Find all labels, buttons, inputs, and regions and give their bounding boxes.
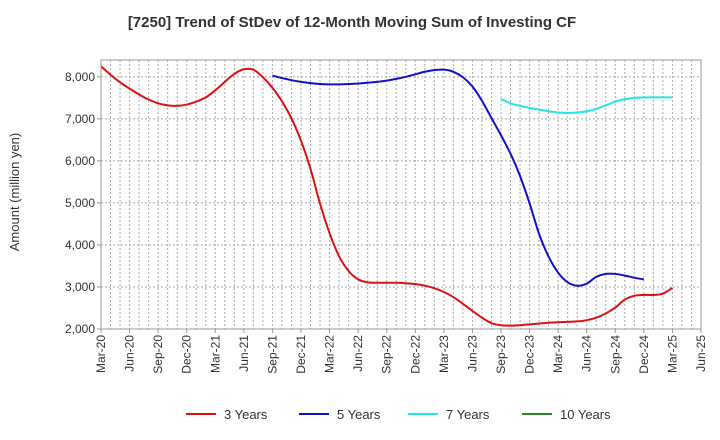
legend-label-4: 10 Years	[560, 407, 611, 422]
y-ticks: 2,000 3,000 4,000 5,000 6,000 7,000 8,000	[65, 70, 101, 336]
x-tick-label: Jun-23	[465, 335, 479, 372]
x-tick-label: Sep-21	[265, 335, 279, 374]
x-tick-label: Sep-20	[151, 335, 165, 374]
chart-title: [7250] Trend of StDev of 12-Month Moving…	[128, 14, 576, 31]
x-tick-label: Jun-22	[351, 335, 365, 372]
x-tick-label: Dec-22	[408, 335, 422, 374]
x-tick-label: Dec-24	[637, 335, 651, 374]
y-tick-label: 4,000	[65, 238, 95, 252]
y-tick-label: 6,000	[65, 154, 95, 168]
x-tick-label: Jun-20	[123, 335, 137, 372]
series-layer	[100, 65, 673, 327]
y-axis-label: Amount (million yen)	[7, 133, 22, 252]
x-tick-label: Mar-22	[323, 335, 337, 373]
x-tick-label: Mar-24	[551, 335, 565, 373]
x-tick-label: Sep-24	[608, 335, 622, 374]
y-tick-label: 3,000	[65, 280, 95, 294]
x-tick-label: Jun-21	[237, 335, 251, 372]
x-tick-label: Mar-25	[665, 335, 679, 373]
series-line-2	[272, 68, 645, 287]
grid	[101, 60, 701, 330]
x-ticks: Mar-20 Jun-20 Sep-20 Dec-20 Mar-21 Jun-21 Sep-…	[94, 329, 708, 374]
x-tick-label: Jun-25	[694, 335, 708, 372]
legend: 3 Years 5 Years 7 Years 10 Years	[186, 407, 611, 422]
y-tick-label: 7,000	[65, 112, 95, 126]
legend-label-2: 5 Years	[337, 407, 381, 422]
series-line-3	[500, 96, 673, 114]
series-line-1	[100, 65, 673, 327]
y-tick-label: 2,000	[65, 322, 95, 336]
x-tick-label: Mar-21	[208, 335, 222, 373]
legend-label-1: 3 Years	[224, 407, 268, 422]
y-tick-label: 5,000	[65, 196, 95, 210]
x-tick-label: Mar-20	[94, 335, 108, 373]
plot-frame	[100, 59, 702, 330]
x-tick-label: Dec-20	[180, 335, 194, 374]
x-tick-label: Dec-23	[523, 335, 537, 374]
y-tick-label: 8,000	[65, 70, 95, 84]
x-tick-label: Sep-23	[494, 335, 508, 374]
x-tick-label: Dec-21	[294, 335, 308, 374]
x-tick-label: Jun-24	[580, 335, 594, 372]
x-tick-label: Sep-22	[380, 335, 394, 374]
x-tick-label: Mar-23	[437, 335, 451, 373]
legend-label-3: 7 Years	[446, 407, 490, 422]
